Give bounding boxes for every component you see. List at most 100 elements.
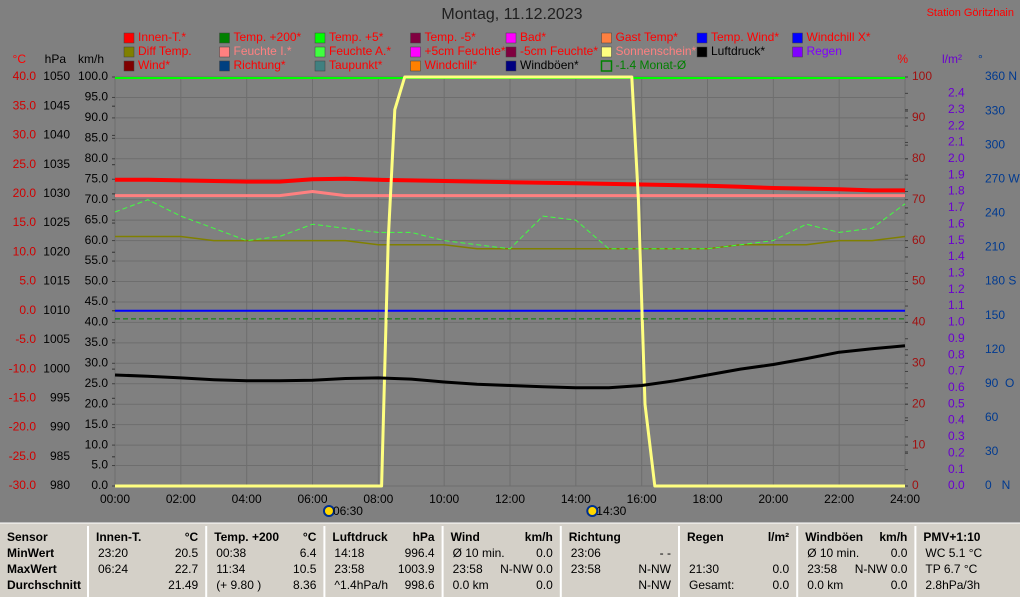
legend-swatch (601, 46, 612, 58)
legend-swatch (314, 32, 326, 44)
y-tick-label: 35.0 (13, 98, 37, 112)
y-tick-label: 1035 (43, 157, 70, 171)
cell-value: 1003.9 (398, 562, 435, 576)
y-tick-label: 40 (912, 315, 926, 329)
y-tick-label: 1040 (43, 128, 70, 142)
y-tick-label: 0.6 (948, 380, 965, 394)
row-label: MaxWert (7, 562, 57, 576)
legend-label: Richtung* (234, 58, 286, 72)
y-tick-label: -20.0 (9, 420, 37, 434)
y-tick-label: 1.4 (948, 249, 965, 263)
x-tick-label: 10:00 (429, 492, 459, 506)
y-tick-label: 300 (985, 137, 1005, 151)
cell-value: 8.36 (293, 578, 317, 592)
cell-value: N-NW 0.0 (500, 562, 553, 576)
legend-label: Windchill* (425, 58, 478, 72)
cell-value: N-NW (638, 578, 671, 592)
cell-value: 0.0 (536, 546, 553, 560)
y-tick-label: 0 N (985, 478, 1010, 492)
y-tick-label: 0.7 (948, 364, 965, 378)
y-tick-label: 2.3 (948, 102, 965, 116)
y-tick-label: 0.1 (948, 462, 965, 476)
y-tick-label: 980 (50, 478, 70, 492)
y-tick-label: 360 N (985, 69, 1017, 83)
cell-value: 20.5 (175, 546, 199, 560)
y-tick-label: 1.9 (948, 167, 965, 181)
cell-text: Gesamt: (689, 578, 734, 592)
y-tick-label: 210 (985, 240, 1005, 254)
cell-text: 0.0 km (807, 578, 843, 592)
legend-swatch (601, 32, 612, 44)
y-tick-label: 1.8 (948, 184, 965, 198)
x-tick-label: 08:00 (363, 492, 393, 506)
y-tick-label: 20.0 (13, 186, 37, 200)
y-tick-label: 40.0 (85, 315, 109, 329)
y-tick-label: 1045 (43, 98, 70, 112)
legend-label: Luftdruck* (711, 44, 765, 58)
axis-unit: ° (978, 52, 983, 66)
y-tick-label: 65.0 (85, 212, 109, 226)
y-tick-label: 55.0 (85, 253, 109, 267)
y-tick-label: 30 (985, 444, 999, 458)
legend-swatch (696, 32, 708, 44)
y-tick-label: 10.0 (13, 244, 37, 258)
y-tick-label: 30.0 (85, 355, 109, 369)
legend-swatch (792, 32, 803, 44)
y-tick-label: 270 W (985, 171, 1020, 185)
legend-swatch (314, 46, 326, 58)
y-tick-label: 25.0 (13, 157, 37, 171)
series-line (114, 344, 906, 390)
y-tick-label: 100 (912, 69, 932, 83)
legend-label: -1.4 Monat-Ø (616, 58, 687, 72)
legend-swatch (123, 46, 135, 58)
y-tick-label: 80.0 (85, 151, 109, 165)
x-tick-label: 24:00 (890, 492, 920, 506)
y-tick-label: 90 (912, 110, 926, 124)
y-tick-label: 60 (912, 233, 926, 247)
sun-time: 06:30 (333, 504, 363, 518)
y-tick-label: 10 (912, 437, 926, 451)
y-tick-label: 1050 (43, 69, 70, 83)
y-tick-label: -5.0 (15, 332, 36, 346)
legend-label: Windböen* (520, 58, 579, 72)
cell-value: 998.6 (405, 578, 435, 592)
legend-label: Temp. +200* (234, 30, 302, 44)
y-tick-label: 30 (912, 355, 926, 369)
y-tick-label: 70 (912, 192, 926, 206)
cell-text: 00:38 (216, 546, 246, 560)
column-unit: °C (303, 530, 317, 544)
cell-text: 23:06 (571, 546, 601, 560)
legend-swatch (505, 32, 517, 44)
legend-label: Innen-T.* (138, 30, 186, 44)
y-tick-label: 100.0 (78, 69, 108, 83)
y-tick-label: 15.0 (85, 417, 109, 431)
y-tick-label: 0.8 (948, 347, 965, 361)
x-tick-label: 04:00 (232, 492, 262, 506)
y-tick-label: 20 (912, 396, 926, 410)
y-tick-label: 180 S (985, 274, 1016, 288)
column-unit: km/h (879, 530, 907, 544)
axis-unit: % (897, 52, 908, 66)
y-tick-label: 90.0 (85, 110, 109, 124)
y-tick-label: 2.2 (948, 118, 965, 132)
y-tick-label: 10.0 (85, 437, 109, 451)
row-label: Sensor (7, 530, 48, 544)
y-tick-label: 1005 (43, 332, 70, 346)
y-tick-label: 0.0 (948, 478, 965, 492)
cell-value: 0.0 (891, 578, 908, 592)
legend-label: Sonnenschein* (616, 44, 697, 58)
legend-label: Regen (807, 44, 842, 58)
y-tick-label: -25.0 (9, 449, 37, 463)
cell-text: 06:24 (98, 562, 128, 576)
cell-text: 23:58 (453, 562, 483, 576)
y-tick-label: 40.0 (13, 69, 37, 83)
y-tick-label: 0.2 (948, 445, 965, 459)
legend-swatch (410, 32, 421, 44)
cell-text: ^1.4hPa/h (334, 578, 388, 592)
y-tick-label: 1010 (43, 303, 70, 317)
y-tick-label: 5.0 (91, 458, 108, 472)
legend-swatch (410, 46, 421, 58)
cell-text: Ø 10 min. (453, 546, 505, 560)
legend-label: Gast Temp* (616, 30, 679, 44)
